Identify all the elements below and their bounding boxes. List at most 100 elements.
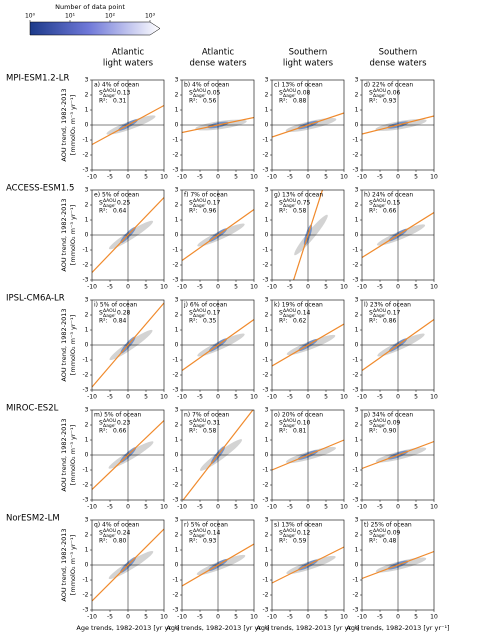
- slope-symbol: S: [189, 200, 193, 207]
- panel-label: m) 5% of ocean: [94, 412, 142, 419]
- r2-value: 0.58: [203, 428, 217, 435]
- slope-symbol-sep: :: [294, 90, 296, 97]
- r2-symbol: R²:: [369, 538, 378, 545]
- y-tick-label: -1: [83, 247, 89, 254]
- y-tick-label: -1: [173, 137, 179, 144]
- x-tick-label: 5: [324, 394, 328, 401]
- x-tick-label: 5: [324, 504, 328, 511]
- slope-symbol-sub: Δage: [193, 423, 205, 429]
- y-tick-label: -3: [83, 497, 89, 504]
- y-tick-label: 0: [175, 562, 179, 569]
- slope-symbol-sup: ΔAOU: [193, 418, 206, 424]
- slope-symbol-sub: Δage: [103, 93, 115, 99]
- x-tick-label: -5: [197, 284, 203, 291]
- x-tick-label: 10: [160, 394, 168, 401]
- y-tick-label: -3: [173, 167, 179, 174]
- panel-label: c) 13% of ocean: [274, 82, 323, 89]
- plot-area: [362, 520, 434, 610]
- slope-symbol-sup: ΔAOU: [373, 308, 386, 314]
- slope-symbol: S: [99, 420, 103, 427]
- x-tick-label: -5: [197, 504, 203, 511]
- x-tick-label: -10: [267, 504, 277, 511]
- y-tick-label: 2: [85, 202, 89, 209]
- panel-label: p) 34% of ocean: [364, 412, 413, 419]
- x-tick-label: 0: [216, 504, 220, 511]
- slope-symbol-sup: ΔAOU: [373, 528, 386, 534]
- x-tick-label: -5: [287, 394, 293, 401]
- plot-area: [182, 80, 254, 170]
- plot-area: [272, 80, 344, 170]
- x-tick-label: -5: [287, 614, 293, 621]
- slope-symbol-sup: ΔAOU: [373, 88, 386, 94]
- y-tick-label: 3: [85, 297, 89, 304]
- x-tick-label: 10: [430, 614, 438, 621]
- regression-line: [182, 410, 254, 500]
- plot-area: [272, 410, 344, 500]
- y-tick-label: -1: [353, 357, 359, 364]
- r2-value: 0.84: [113, 318, 127, 325]
- regression-line: [362, 211, 434, 259]
- slope-value: 0.06: [387, 90, 401, 97]
- y-tick-label: 3: [355, 187, 359, 194]
- slope-symbol-sub: Δage: [283, 203, 295, 209]
- row-title: MIROC-ES2L: [6, 404, 59, 414]
- r2-symbol: R²:: [189, 318, 198, 325]
- colorbar-tick-label: 10¹: [65, 13, 76, 20]
- y-tick-label: 1: [355, 217, 359, 224]
- slope-symbol-sep: :: [204, 530, 206, 537]
- slope-symbol-sub: Δage: [193, 533, 205, 539]
- y-tick-label: 0: [175, 452, 179, 459]
- slope-value: 0.17: [387, 310, 401, 317]
- y-tick-label: 3: [265, 187, 269, 194]
- y-tick-label: -2: [173, 592, 179, 599]
- y-tick-label: -1: [353, 247, 359, 254]
- panel-label: t) 25% of ocean: [364, 522, 412, 529]
- r2-symbol: R²:: [279, 538, 288, 545]
- slope-symbol-sep: :: [384, 420, 386, 427]
- r2-symbol: R²:: [369, 98, 378, 105]
- y-tick-label: 0: [355, 122, 359, 129]
- slope-symbol-sep: :: [114, 530, 116, 537]
- x-tick-label: 0: [306, 504, 310, 511]
- x-tick-label: -5: [287, 174, 293, 181]
- y-tick-label: 3: [85, 77, 89, 84]
- slope-symbol-sup: ΔAOU: [283, 88, 296, 94]
- x-tick-label: 0: [126, 394, 130, 401]
- panel-label: s) 13% of ocean: [274, 522, 323, 529]
- slope-symbol-sub: Δage: [373, 203, 385, 209]
- plot-area: [182, 520, 254, 610]
- r2-value: 0.80: [113, 538, 127, 545]
- y-tick-label: -2: [83, 262, 89, 269]
- regression-line: [272, 323, 344, 367]
- y-tick-label: 2: [175, 422, 179, 429]
- slope-symbol: S: [369, 90, 373, 97]
- y-tick-label: -1: [173, 357, 179, 364]
- x-tick-label: 5: [414, 394, 418, 401]
- x-tick-label: 10: [250, 284, 258, 291]
- slope-symbol-sep: :: [114, 200, 116, 207]
- y-tick-label: 1: [175, 547, 179, 554]
- regression-line: [272, 546, 344, 584]
- slope-symbol: S: [369, 200, 373, 207]
- x-tick-label: -5: [107, 174, 113, 181]
- panel-label: j) 6% of ocean: [183, 302, 227, 309]
- r2-symbol: R²:: [279, 208, 288, 215]
- r2-symbol: R²:: [99, 538, 108, 545]
- y-tick-label: -2: [263, 372, 269, 379]
- r2-symbol: R²:: [99, 428, 108, 435]
- r2-value: 0.93: [383, 98, 397, 105]
- r2-value: 0.66: [383, 208, 397, 215]
- x-tick-label: 10: [250, 614, 258, 621]
- y-axis-label: [mmolO₂ m⁻³ yr⁻¹]: [69, 205, 77, 265]
- plot-area: [362, 410, 434, 500]
- y-tick-label: 1: [355, 547, 359, 554]
- column-title: Atlantic: [202, 48, 235, 58]
- y-tick-label: -1: [83, 467, 89, 474]
- x-tick-label: 0: [396, 394, 400, 401]
- y-tick-label: -2: [263, 592, 269, 599]
- slope-symbol-sub: Δage: [283, 533, 295, 539]
- panel-label: l) 23% of ocean: [364, 302, 411, 309]
- column-title: dense waters: [369, 59, 427, 69]
- x-tick-label: 0: [396, 504, 400, 511]
- y-tick-label: 2: [355, 422, 359, 429]
